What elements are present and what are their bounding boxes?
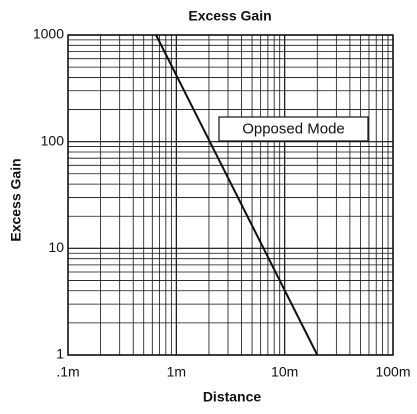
x-tick-label: .1m	[56, 364, 79, 380]
y-tick-label: 100	[41, 132, 65, 148]
x-axis-label: Distance	[203, 389, 262, 405]
line	[155, 34, 319, 356]
chart-title: Excess Gain	[188, 8, 271, 24]
annotation: Opposed Mode	[218, 116, 369, 142]
annotation-text: Opposed Mode	[242, 120, 345, 137]
x-tick-label: 100m	[375, 364, 410, 380]
x-tick-label: 10m	[271, 364, 298, 380]
annotation-box	[218, 116, 369, 142]
plot-frame	[67, 34, 394, 356]
y-tick-label: 10	[48, 239, 64, 255]
y-tick-label: 1000	[33, 26, 64, 42]
x-tick-label: 1m	[167, 364, 186, 380]
y-axis-label: Excess Gain	[8, 158, 24, 241]
y-tick-label: 1	[56, 346, 64, 362]
